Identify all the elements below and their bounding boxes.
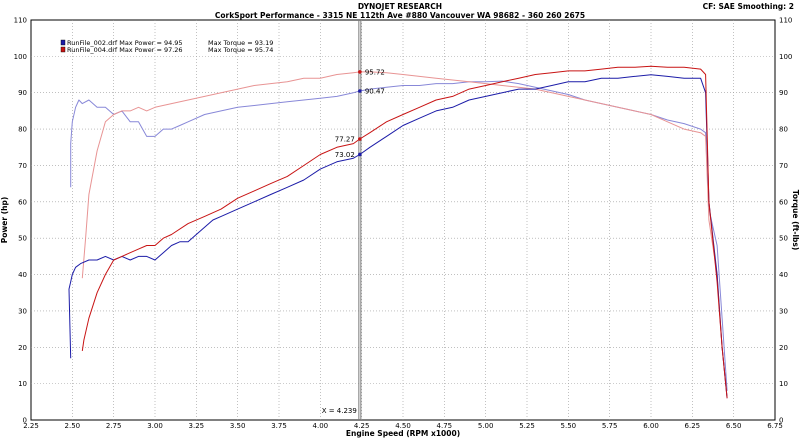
y-tick-label-right: 30 xyxy=(779,307,788,315)
cursor-value-label: 77.27 xyxy=(335,136,355,144)
cursor-marker xyxy=(358,152,362,157)
y-tick-label-left: 40 xyxy=(18,271,27,279)
y-tick-label-right: 40 xyxy=(779,271,788,279)
x-tick-label: 5.25 xyxy=(519,422,535,430)
series-line-runfile-004-drf-power xyxy=(81,65,728,399)
cursor-value-label: 95.72 xyxy=(365,68,385,76)
x-tick-label: 3.75 xyxy=(271,422,287,430)
y-tick-label-left: 0 xyxy=(23,417,27,425)
grid-lines xyxy=(31,20,775,420)
x-tick-label: 2.50 xyxy=(65,422,81,430)
tick-labels: 2.25 2.50 2.75 3.00 3.25 3.50 3.75 4.00 4.25 4.50… xyxy=(14,17,793,431)
series-line-runfile-004-drf-torque xyxy=(81,71,728,399)
cursor-label: X = 4.239 xyxy=(322,407,357,415)
cursor-marker xyxy=(358,137,362,141)
y-tick-label-left: 90 xyxy=(18,89,27,97)
x-tick-label: 4.00 xyxy=(313,422,329,430)
x-tick-label: 3.25 xyxy=(189,422,205,430)
legend: RunFile_002.drf Max Power = 94.95 Max Tor… xyxy=(60,39,273,54)
legend-label: RunFile_004.drf Max Power = 97.26 xyxy=(67,46,183,54)
y-tick-label-left: 70 xyxy=(18,162,27,170)
cursor-marker xyxy=(358,89,362,93)
x-tick-label: 6.50 xyxy=(726,422,742,430)
y-tick-label-right: 70 xyxy=(779,162,788,170)
series-lines xyxy=(68,65,728,399)
x-tick-label: 4.25 xyxy=(354,422,370,430)
x-tick-label: 3.50 xyxy=(230,422,246,430)
y-tick-label-right: 20 xyxy=(779,344,788,352)
y-tick-label-left: 20 xyxy=(18,344,27,352)
legend-torque-label: Max Torque = 93.19 xyxy=(208,39,273,47)
y-tick-label-left: 60 xyxy=(18,198,27,206)
y-axis-label-left: Power (hp) xyxy=(0,197,9,244)
y-tick-label-left: 10 xyxy=(18,380,27,388)
legend-label: RunFile_002.drf Max Power = 94.95 xyxy=(67,39,183,47)
y-tick-label-right: 110 xyxy=(779,17,792,25)
x-tick-label: 6.00 xyxy=(643,422,659,430)
cursor-value-label: 90.47 xyxy=(365,88,385,96)
x-tick-label: 5.75 xyxy=(602,422,618,430)
y-tick-label-right: 100 xyxy=(779,53,792,61)
y-axis-label-right: Torque (ft-lbs) xyxy=(791,190,800,251)
x-tick-label: 5.00 xyxy=(478,422,494,430)
cursor-value-label: 73.02 xyxy=(335,151,355,159)
cursor-marker xyxy=(358,70,362,74)
y-tick-label-right: 10 xyxy=(779,380,788,388)
legend-swatch xyxy=(60,39,66,46)
legend-torque-label: Max Torque = 95.74 xyxy=(208,46,273,54)
y-tick-label-left: 80 xyxy=(18,126,27,134)
chart-subtitle: CorkSport Performance - 3315 NE 112th Av… xyxy=(214,11,586,20)
x-tick-label: 3.00 xyxy=(147,422,163,430)
x-axis-label: Engine Speed (RPM x1000) xyxy=(346,429,460,438)
x-tick-label: 5.50 xyxy=(561,422,577,430)
chart-title: DYNOJET RESEARCH xyxy=(357,2,443,11)
x-tick-label: 6.75 xyxy=(767,422,783,430)
y-tick-label-left: 110 xyxy=(14,17,27,25)
y-tick-label-left: 50 xyxy=(18,235,27,243)
correction-settings: CF: SAE Smoothing: 2 xyxy=(702,2,794,11)
y-tick-label-right: 80 xyxy=(779,126,788,134)
x-tick-label: 2.75 xyxy=(106,422,122,430)
y-tick-label-right: 60 xyxy=(779,198,788,206)
y-tick-label-left: 30 xyxy=(18,307,27,315)
x-tick-label: 2.25 xyxy=(23,422,39,430)
cursor-group: X = 4.239 95.72 90.47 77.27 73.02 xyxy=(322,20,385,420)
y-tick-label-left: 100 xyxy=(14,53,27,61)
x-tick-label: 4.50 xyxy=(395,422,411,430)
y-tick-label-right: 0 xyxy=(779,417,783,425)
y-tick-label-right: 50 xyxy=(779,235,788,243)
x-tick-label: 4.75 xyxy=(437,422,453,430)
x-tick-label: 6.25 xyxy=(685,422,701,430)
y-tick-label-right: 90 xyxy=(779,89,788,97)
legend-swatch xyxy=(60,46,66,53)
